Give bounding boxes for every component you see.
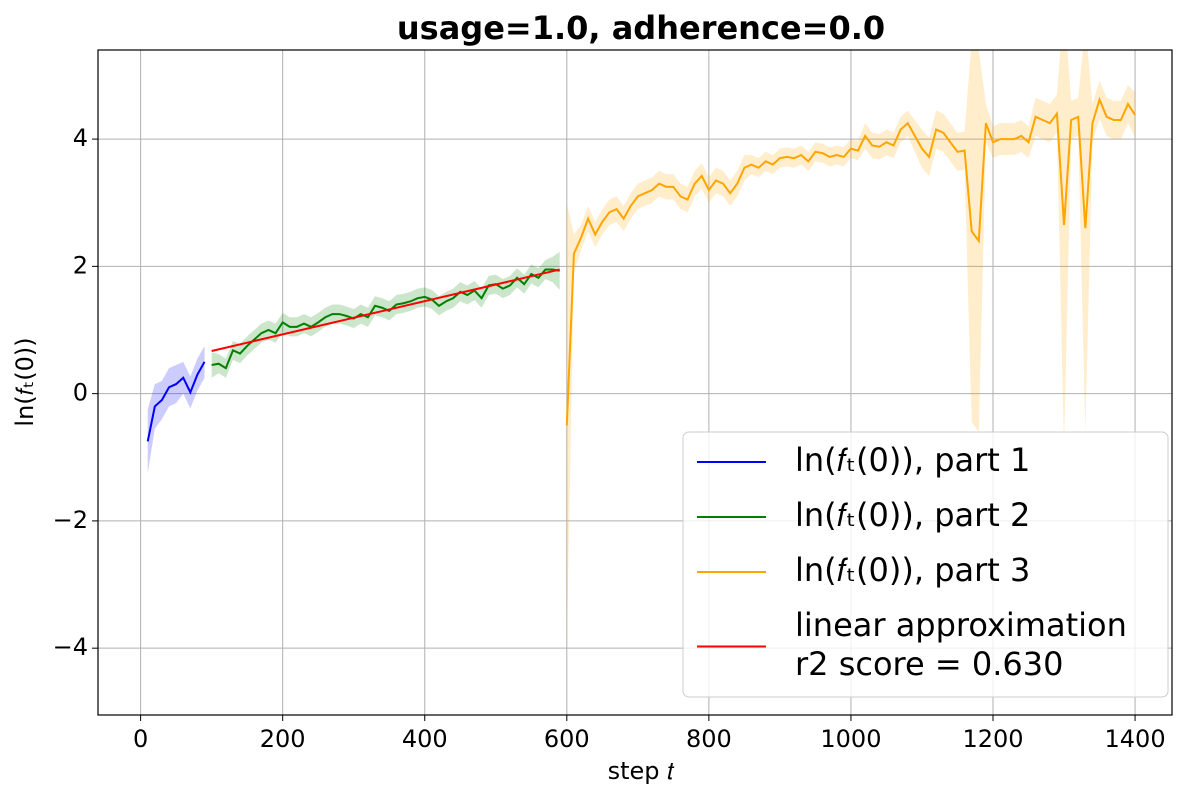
x-tick-label: 800 <box>686 725 732 753</box>
y-axis-label: ln(𝑓ₜ(0)) <box>11 337 39 426</box>
chart-title: usage=1.0, adherence=0.0 <box>397 9 885 47</box>
confidence-band <box>211 251 560 378</box>
legend-box <box>682 431 1169 698</box>
x-axis-label: step 𝑡 <box>608 757 676 785</box>
confidence-band <box>147 345 205 474</box>
data-line <box>211 268 560 352</box>
y-tick-label: 0 <box>73 379 88 407</box>
legend-label: linear approximation <box>795 606 1127 644</box>
x-tick-label: 1400 <box>1105 725 1166 753</box>
y-tick-label: −2 <box>53 506 88 534</box>
confidence-band <box>566 50 1136 649</box>
legend-label: ln(𝑓ₜ(0)), part 1 <box>795 441 1030 479</box>
x-tick-label: 200 <box>260 725 306 753</box>
legend-label: ln(𝑓ₜ(0)), part 2 <box>795 496 1030 534</box>
x-tick-label: 0 <box>133 725 148 753</box>
axes-frame <box>97 49 1173 716</box>
legend: ln(𝑓ₜ(0)), part 1 ln(𝑓ₜ(0)), part 2 ln(𝑓ₜ(… <box>682 431 1169 698</box>
y-tick-label: 2 <box>73 251 88 279</box>
legend-label: ln(𝑓ₜ(0)), part 3 <box>795 551 1030 589</box>
y-tick-label: 4 <box>73 124 88 152</box>
data-line <box>565 96 1136 426</box>
x-tick-label: 400 <box>402 725 448 753</box>
plot-area <box>146 50 1136 649</box>
data-line <box>146 361 206 442</box>
legend-label: r2 score = 0.630 <box>795 645 1063 683</box>
x-tick-label: 600 <box>544 725 590 753</box>
y-tick-label: −4 <box>53 633 88 661</box>
x-tick-label: 1000 <box>820 725 881 753</box>
x-tick-label: 1200 <box>962 725 1023 753</box>
